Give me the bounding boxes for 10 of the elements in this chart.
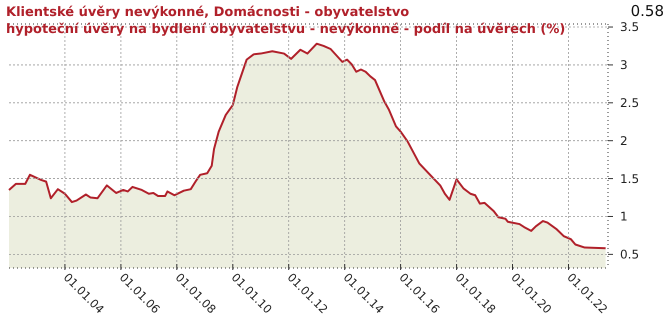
y-tick-label: 2 — [620, 134, 628, 148]
text: 0.58 — [630, 2, 664, 20]
y-tick-label: 0.5 — [620, 248, 640, 262]
y-tick-label: 2.5 — [620, 96, 640, 110]
y-tick-label: 3.5 — [620, 20, 640, 34]
y-tick-label: 3 — [620, 58, 628, 72]
chart-subtitle: hypoteční úvěry na bydlení obyvatelstvu - nevýkonné - podíl na úvěrech (%) — [6, 22, 566, 37]
chart-title: Klientské úvěry nevýkonné, Domácnosti - obyvatelstvo — [6, 5, 410, 20]
y-tick-label: 1.5 — [620, 172, 640, 186]
y-tick-label: 1 — [620, 210, 628, 224]
